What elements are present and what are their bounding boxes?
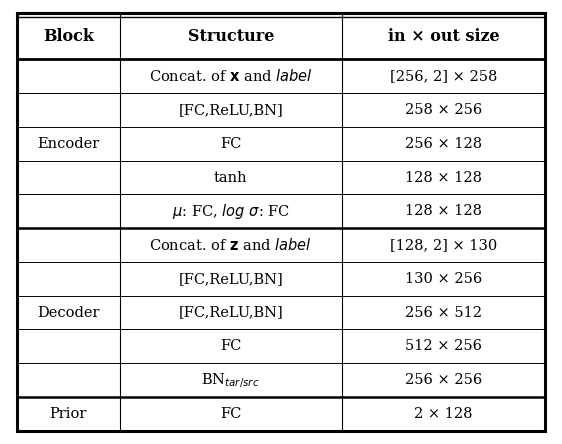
Text: Structure: Structure	[188, 28, 274, 45]
Text: 128 × 128: 128 × 128	[405, 170, 482, 185]
Text: 256 × 512: 256 × 512	[405, 305, 482, 320]
Text: [128, 2] × 130: [128, 2] × 130	[390, 238, 497, 252]
Text: tanh: tanh	[214, 170, 248, 185]
Text: Concat. of $\mathbf{x}$ and $\mathit{label}$: Concat. of $\mathbf{x}$ and $\mathit{lab…	[149, 68, 313, 84]
Text: $\mu$: FC, $\mathit{log}\ \sigma$: FC: $\mu$: FC, $\mathit{log}\ \sigma$: FC	[172, 202, 290, 221]
Text: 130 × 256: 130 × 256	[405, 272, 482, 286]
Text: [FC,ReLU,BN]: [FC,ReLU,BN]	[179, 305, 283, 320]
Text: BN$_{\mathit{tar/src}}$: BN$_{\mathit{tar/src}}$	[201, 371, 260, 389]
Text: 256 × 128: 256 × 128	[405, 137, 482, 151]
Text: FC: FC	[220, 339, 242, 353]
Text: 512 × 256: 512 × 256	[405, 339, 482, 353]
Text: Concat. of $\mathbf{z}$ and $\mathit{label}$: Concat. of $\mathbf{z}$ and $\mathit{lab…	[149, 237, 312, 253]
Text: Block: Block	[43, 28, 94, 45]
Text: 258 × 256: 258 × 256	[405, 103, 482, 117]
Text: Decoder: Decoder	[37, 305, 99, 320]
Text: Encoder: Encoder	[37, 137, 99, 151]
Text: 2 × 128: 2 × 128	[414, 407, 473, 421]
Text: FC: FC	[220, 407, 242, 421]
Text: in × out size: in × out size	[388, 28, 499, 45]
Text: [FC,ReLU,BN]: [FC,ReLU,BN]	[179, 272, 283, 286]
Text: 256 × 256: 256 × 256	[405, 373, 482, 387]
Text: [256, 2] × 258: [256, 2] × 258	[390, 69, 497, 83]
Text: Prior: Prior	[49, 407, 87, 421]
Text: FC: FC	[220, 137, 242, 151]
Text: 128 × 128: 128 × 128	[405, 204, 482, 218]
Text: [FC,ReLU,BN]: [FC,ReLU,BN]	[179, 103, 283, 117]
